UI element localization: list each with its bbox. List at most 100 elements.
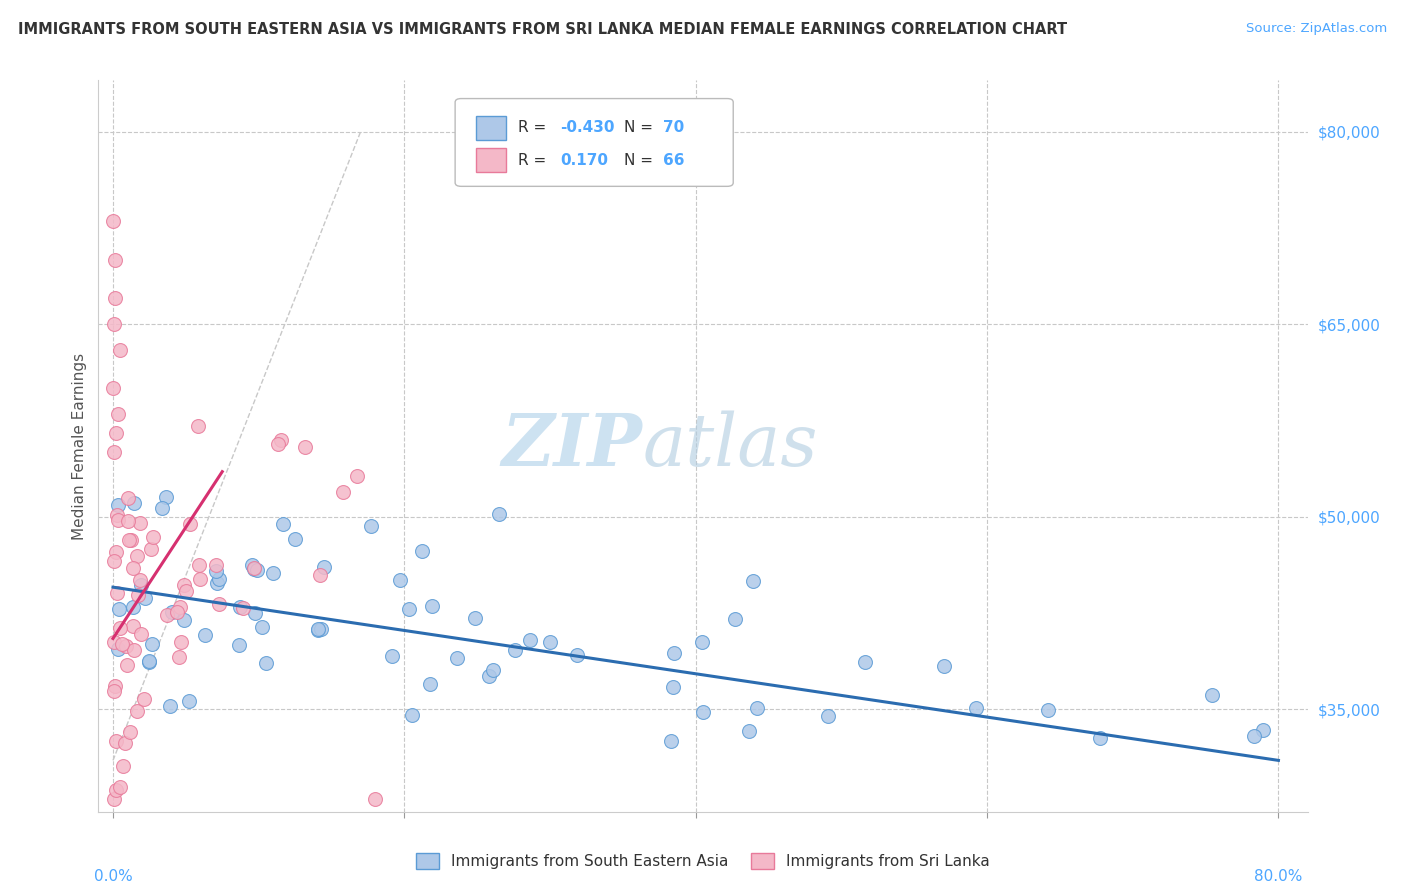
Point xyxy=(309,568,332,582)
Point xyxy=(103,445,125,459)
Point xyxy=(103,635,125,649)
Point xyxy=(540,634,562,648)
Point xyxy=(141,637,163,651)
Point xyxy=(250,619,273,633)
Point xyxy=(662,680,685,694)
Point xyxy=(110,780,132,794)
Point xyxy=(1251,723,1274,737)
Point xyxy=(103,317,125,331)
Point xyxy=(817,709,839,723)
Point xyxy=(346,469,368,483)
Point xyxy=(105,545,128,559)
Point xyxy=(125,704,148,718)
Point xyxy=(194,628,217,642)
Point xyxy=(107,641,129,656)
Point xyxy=(692,635,714,649)
Point xyxy=(122,496,145,510)
Text: -0.430: -0.430 xyxy=(561,120,614,136)
Point xyxy=(110,621,132,635)
Point xyxy=(965,701,987,715)
Point xyxy=(246,562,269,576)
Point xyxy=(294,441,316,455)
Point xyxy=(1201,688,1223,702)
Text: ZIP: ZIP xyxy=(502,410,643,482)
Point xyxy=(179,517,201,532)
Point xyxy=(1090,731,1112,746)
Point xyxy=(659,734,682,748)
Point xyxy=(105,508,128,523)
Point xyxy=(271,517,294,532)
Point xyxy=(1243,729,1265,743)
Text: 0.0%: 0.0% xyxy=(94,870,132,885)
Point xyxy=(254,656,277,670)
Point xyxy=(243,561,266,575)
Point xyxy=(478,669,501,683)
Point xyxy=(934,658,956,673)
Point xyxy=(138,654,160,668)
Point xyxy=(138,655,160,669)
Point xyxy=(134,691,156,706)
Point xyxy=(115,639,138,653)
Point xyxy=(115,657,138,672)
Point xyxy=(1036,703,1059,717)
Point xyxy=(270,433,292,447)
Point xyxy=(240,558,263,573)
Point xyxy=(103,381,125,395)
Point xyxy=(117,514,139,528)
Point xyxy=(107,407,129,421)
Point xyxy=(105,586,128,600)
Point xyxy=(134,591,156,605)
Point xyxy=(101,214,124,228)
Point xyxy=(464,611,486,625)
Point xyxy=(122,560,145,574)
Text: IMMIGRANTS FROM SOUTH EASTERN ASIA VS IMMIGRANTS FROM SRI LANKA MEDIAN FEMALE EA: IMMIGRANTS FROM SOUTH EASTERN ASIA VS IM… xyxy=(18,22,1067,37)
Point xyxy=(420,599,443,614)
Point xyxy=(208,597,231,611)
Point xyxy=(205,576,228,591)
Point xyxy=(381,648,404,663)
Y-axis label: Median Female Earnings: Median Female Earnings xyxy=(72,352,87,540)
FancyBboxPatch shape xyxy=(456,99,734,186)
Point xyxy=(314,560,336,574)
FancyBboxPatch shape xyxy=(475,116,506,140)
Point xyxy=(103,554,125,568)
Point xyxy=(411,543,433,558)
Point xyxy=(107,602,129,616)
Point xyxy=(129,578,152,592)
Point xyxy=(111,637,134,651)
Point xyxy=(107,498,129,512)
Point xyxy=(129,573,152,587)
Point xyxy=(401,708,423,723)
Point xyxy=(166,605,188,619)
Point xyxy=(724,612,747,626)
Point xyxy=(332,485,354,500)
Point xyxy=(159,698,181,713)
Point xyxy=(482,663,505,677)
Point xyxy=(103,684,125,698)
Point xyxy=(179,694,201,708)
Text: R =: R = xyxy=(517,120,551,136)
Point xyxy=(741,574,763,589)
Text: N =: N = xyxy=(624,153,658,168)
Point xyxy=(167,649,190,664)
Point xyxy=(129,516,152,530)
Text: atlas: atlas xyxy=(643,410,818,482)
Point xyxy=(187,418,209,433)
Point xyxy=(208,572,231,586)
Point xyxy=(311,622,333,636)
Point xyxy=(419,677,441,691)
Point xyxy=(122,619,145,633)
Point xyxy=(176,584,198,599)
Point xyxy=(107,513,129,527)
Point xyxy=(204,564,226,578)
Point xyxy=(120,533,142,548)
Point xyxy=(121,600,143,615)
Point xyxy=(738,723,761,738)
Text: R =: R = xyxy=(517,153,551,168)
Point xyxy=(152,501,174,516)
Point xyxy=(104,292,127,306)
Point xyxy=(104,252,127,267)
Point xyxy=(187,558,209,573)
Point xyxy=(104,782,127,797)
Point xyxy=(245,606,267,620)
